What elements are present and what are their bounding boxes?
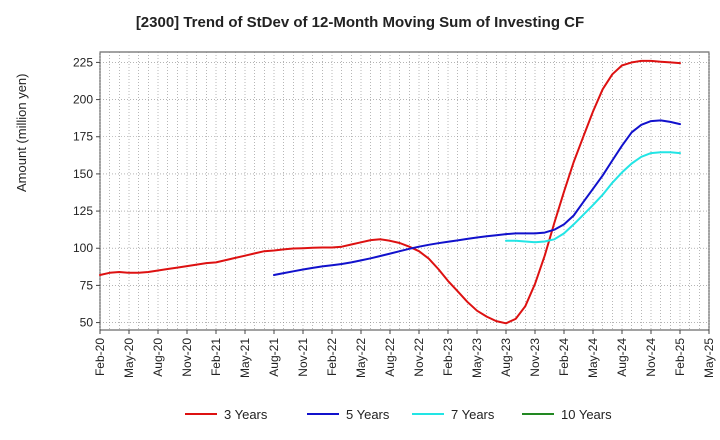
- x-tick-label: Aug-23: [499, 338, 513, 377]
- y-tick-label: 75: [80, 278, 94, 292]
- x-tick-label: Feb-21: [209, 338, 223, 376]
- y-tick-label: 100: [73, 241, 93, 255]
- x-tick-label: Feb-22: [325, 338, 339, 376]
- x-tick-label: Feb-24: [557, 338, 571, 376]
- x-tick-label: Nov-24: [644, 338, 658, 377]
- x-tick-label: Aug-22: [383, 338, 397, 377]
- y-axis-ticks: 50 75 100 125 150 175 200 225: [73, 55, 100, 330]
- series-lines: [99, 59, 681, 325]
- x-tick-label: May-24: [586, 338, 600, 378]
- series-line-5-years: [273, 119, 681, 276]
- series-line-7-years: [505, 151, 681, 244]
- y-tick-label: 200: [73, 93, 93, 107]
- x-tick-label: Aug-21: [267, 338, 281, 377]
- x-tick-label: Nov-21: [296, 338, 310, 377]
- y-tick-label: 125: [73, 204, 93, 218]
- legend-label-10-years: 10 Years: [561, 407, 612, 422]
- series-line-3-years: [99, 59, 681, 325]
- legend-label-7-years: 7 Years: [451, 407, 495, 422]
- x-tick-label: Nov-23: [528, 338, 542, 377]
- x-tick-label: May-22: [354, 338, 368, 378]
- y-tick-label: 225: [73, 55, 93, 69]
- y-tick-label: 50: [80, 316, 94, 330]
- legend-label-5-years: 5 Years: [346, 407, 390, 422]
- x-tick-label: May-25: [702, 338, 716, 378]
- x-tick-label: Aug-20: [151, 338, 165, 377]
- x-tick-label: May-23: [470, 338, 484, 378]
- x-tick-label: May-21: [238, 338, 252, 378]
- x-tick-label: Feb-23: [441, 338, 455, 376]
- x-tick-label: May-20: [122, 338, 136, 378]
- x-tick-label: Nov-20: [180, 338, 194, 377]
- x-tick-label: Feb-20: [93, 338, 107, 376]
- y-tick-label: 175: [73, 130, 93, 144]
- legend-label-3-years: 3 Years: [224, 407, 268, 422]
- y-tick-label: 150: [73, 167, 93, 181]
- plot-area-frame: [99, 51, 710, 331]
- x-tick-label: Feb-25: [673, 338, 687, 376]
- x-axis-ticks: Feb-20 May-20 Aug-20 Nov-20 Feb-21 May-21 Aug-…: [93, 330, 716, 378]
- chart-title: [2300] Trend of StDev of 12-Month Moving…: [135, 14, 585, 31]
- x-tick-label: Aug-24: [615, 338, 629, 377]
- grid-lines: [99, 52, 710, 330]
- x-tick-label: Nov-22: [412, 338, 426, 377]
- legend: 3 Years 5 Years 7 Years 10 Years: [185, 407, 612, 422]
